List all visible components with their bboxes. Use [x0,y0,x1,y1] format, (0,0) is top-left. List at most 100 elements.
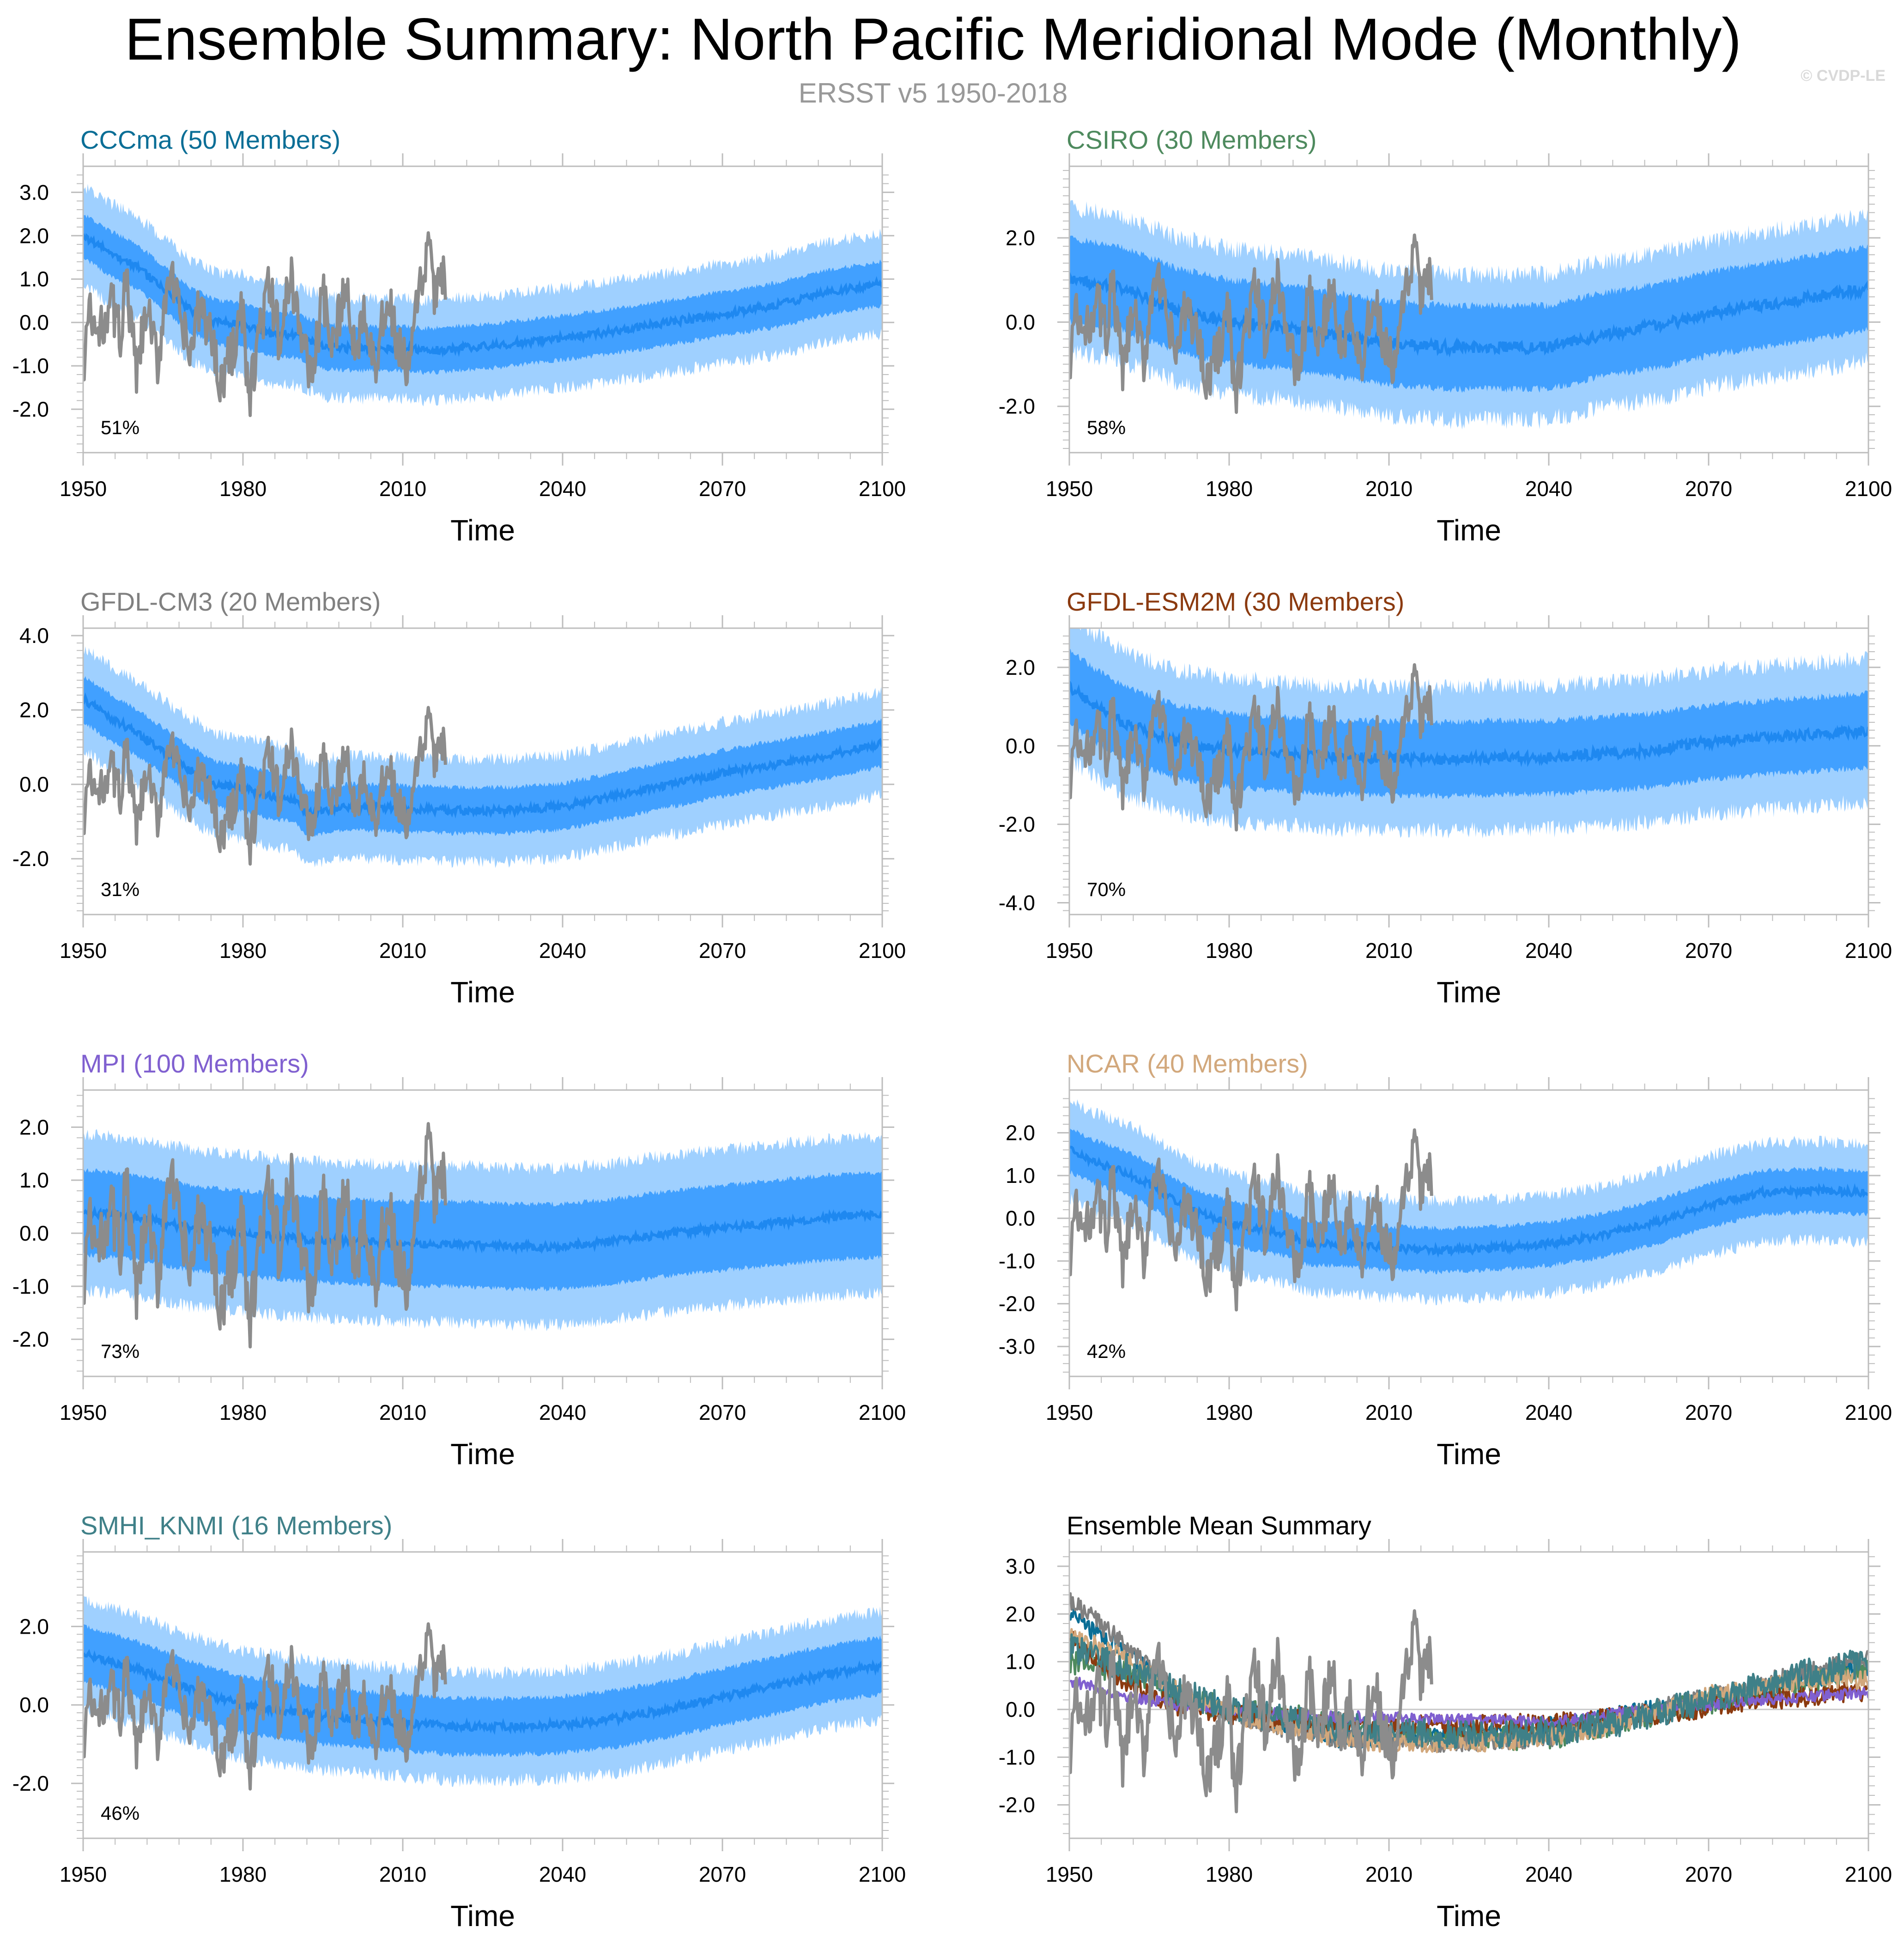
plot-area [83,1122,882,1349]
ensemble-range-inner [83,1624,882,1757]
percent-label: 31% [101,879,139,900]
ensemble-range-inner [1069,236,1868,393]
ensemble-mean-line [1069,681,1868,769]
panel-title: GFDL-CM3 (20 Members) [80,587,381,616]
observations-line [83,706,447,866]
plot-frame [1068,627,1869,915]
x-tick-label: 2100 [859,1862,906,1886]
plot-area [1069,1097,1868,1312]
chart-panel-gfdl-esm2m: GFDL-ESM2M (30 Members) 2.0 0.0 -2.0 -4.0 195… [999,587,1892,1009]
x-tick-label: 2040 [539,1400,586,1424]
observations-line [1069,663,1433,832]
y-tick-label: -2.0 [12,1327,49,1351]
y-tick-label: -2.0 [12,397,49,421]
x-axis-title: Time [450,1899,515,1933]
plot-frame [82,165,883,454]
y-tick-label: 2.0 [19,1115,49,1139]
ensemble-mean-line [83,233,882,358]
plot-area [83,1594,882,1791]
x-tick-label: 2070 [1685,1400,1732,1424]
panel-title: SMHI_KNMI (16 Members) [80,1511,392,1540]
x-tick-label: 1950 [60,1400,107,1424]
x-tick-label: 2070 [1685,939,1732,963]
x-tick-label: 1950 [60,477,107,501]
x-tick-label: 2100 [1845,939,1892,963]
y-tick-label: -2.0 [999,1793,1035,1817]
plot-frame [1068,1551,1869,1839]
ensemble-range-outer [1069,1097,1868,1306]
x-tick-label: 2070 [1685,477,1732,501]
x-tick-label: 2010 [1365,1862,1413,1886]
chart-panel-csiro: CSIRO (30 Members) 2.0 0.0 -2.0 1950 1980 2010… [999,125,1892,547]
y-tick-label: 1.0 [1006,1163,1035,1188]
y-tick-label: 0.0 [1006,734,1035,758]
y-tick-label: -2.0 [12,847,49,871]
x-tick-label: 1980 [1206,477,1253,501]
x-axis-title: Time [1437,1899,1501,1933]
y-tick-label: -2.0 [999,1292,1035,1316]
x-tick-label: 1980 [219,939,267,963]
x-tick-label: 2100 [1845,477,1892,501]
x-tick-label: 1950 [1046,477,1093,501]
percent-label: 42% [1087,1340,1126,1362]
y-tick-label: 2.0 [1006,655,1035,679]
y-tick-label: -2.0 [12,1771,49,1795]
ensemble-mean-line [83,692,882,819]
observations-line [1069,233,1433,414]
y-tick-label: 0.0 [1006,1206,1035,1230]
x-tick-label: 2070 [699,1400,746,1424]
y-tick-label: 0.0 [19,310,49,334]
x-tick-label: 1980 [219,477,267,501]
plot-area [1069,200,1868,430]
x-tick-label: 2070 [699,1862,746,1886]
panel-title: CSIRO (30 Members) [1067,125,1316,154]
y-tick-label: 2.0 [1006,1602,1035,1626]
x-axis-title: Time [450,975,515,1009]
plot-frame [82,627,883,915]
x-tick-label: 2010 [379,1862,426,1886]
x-tick-label: 2010 [1365,477,1413,501]
y-tick-label: -1.0 [12,1274,49,1298]
x-tick-label: 2010 [379,477,426,501]
y-tick-label: 2.0 [19,224,49,248]
y-tick-label: 1.0 [1006,1650,1035,1674]
y-tick-label: -2.0 [999,394,1035,418]
plot-area [83,184,882,417]
percent-label: 46% [101,1802,139,1824]
percent-label: 51% [101,417,139,438]
ensemble-range-inner [83,1168,882,1292]
percent-label: 58% [1087,417,1126,438]
x-axis-title: Time [1437,975,1501,1009]
x-tick-label: 2040 [1525,939,1572,963]
x-axis-title: Time [450,514,515,547]
y-tick-label: 1.0 [19,267,49,291]
y-tick-label: -4.0 [999,891,1035,915]
observations-line [1069,1609,1433,1813]
x-tick-label: 2070 [699,939,746,963]
y-tick-label: -3.0 [999,1334,1035,1358]
y-tick-label: -1.0 [999,1745,1035,1769]
y-tick-label: 4.0 [19,624,49,648]
y-tick-label: -2.0 [999,812,1035,836]
ensemble-mean-line [83,1649,882,1735]
x-tick-label: 2010 [379,939,426,963]
y-tick-label: 1.0 [19,1168,49,1192]
y-tick-label: 3.0 [1006,1554,1035,1578]
x-axis-title: Time [1437,514,1501,547]
x-tick-label: 2100 [859,1400,906,1424]
x-tick-label: 1980 [219,1862,267,1886]
x-tick-label: 1950 [1046,939,1093,963]
x-tick-label: 2040 [539,477,586,501]
x-tick-label: 1980 [219,1400,267,1424]
y-tick-label: 0.0 [1006,1697,1035,1721]
x-tick-label: 2040 [1525,1400,1572,1424]
figure-title: Ensemble Summary: North Pacific Meridion… [125,6,1741,73]
x-tick-label: 2070 [1685,1862,1732,1886]
ensemble-mean-line [1069,271,1868,357]
chart-panel-ensemble-mean-summary: Ensemble Mean Summary 3.0 2.0 1.0 0.0 -1.0 -2.… [999,1511,1892,1933]
y-tick-label: 2.0 [19,1614,49,1638]
x-tick-label: 2010 [1365,939,1413,963]
plot-frame [1068,1089,1869,1377]
y-tick-label: 0.0 [19,1693,49,1717]
